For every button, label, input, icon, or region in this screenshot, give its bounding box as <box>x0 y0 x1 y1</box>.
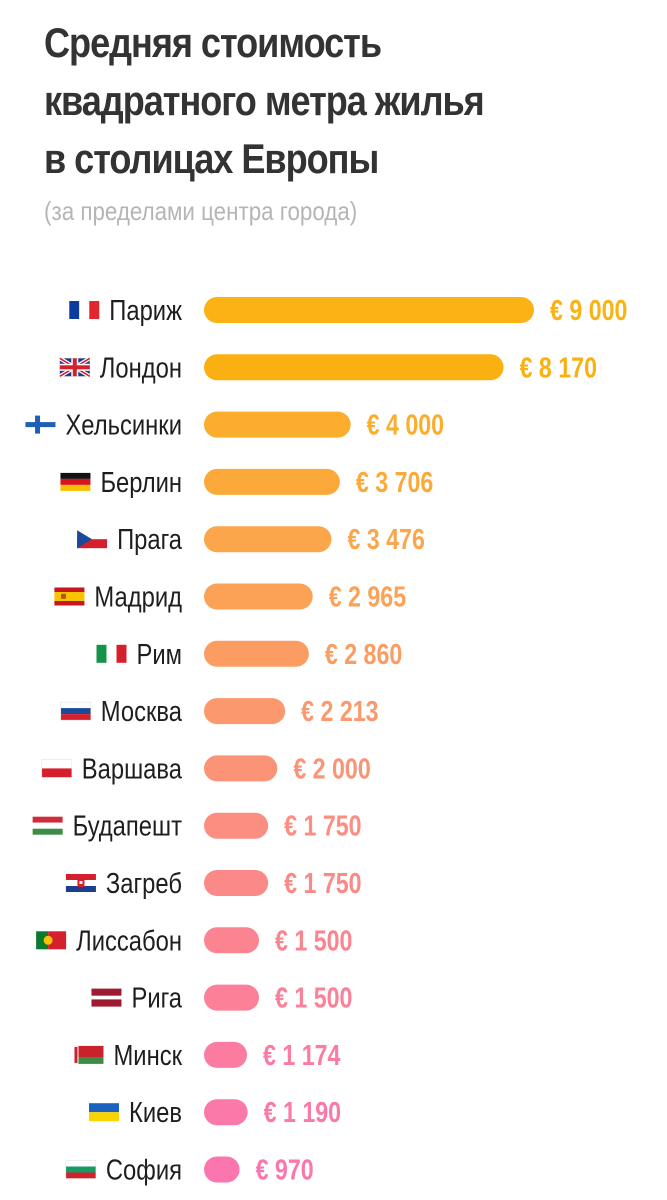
data-label: € 2 965 <box>329 582 406 614</box>
data-label: € 9 000 <box>550 295 627 327</box>
category-label: Минск <box>113 1040 182 1072</box>
bar <box>204 698 286 725</box>
category-label: София <box>106 1155 182 1187</box>
chart-row-3: Берлин € 3 706 <box>60 467 433 499</box>
chart-row-8: Варшава € 2 000 <box>41 753 371 785</box>
chart-row-4: Прага € 3 476 <box>77 524 425 556</box>
bar <box>204 1041 248 1068</box>
category-label: Лиссабон <box>76 925 182 957</box>
chart-title-line-1: Средняя стоимость <box>44 19 382 66</box>
chart-row-15: София € 970 <box>65 1155 314 1187</box>
chart-row-7: Москва € 2 213 <box>60 696 379 728</box>
data-label: € 2 213 <box>301 696 378 728</box>
category-label: Лондон <box>100 352 182 384</box>
finland-flag-icon <box>25 415 56 434</box>
spain-flag-icon <box>54 587 85 606</box>
category-label: Варшава <box>82 753 183 785</box>
bar <box>204 870 269 896</box>
category-label: Москва <box>101 696 183 728</box>
belarus-flag-icon <box>73 1045 104 1064</box>
data-label: € 3 476 <box>347 524 424 556</box>
category-label: Хельсинки <box>65 410 182 442</box>
chart-row-13: Минск € 1 174 <box>73 1040 340 1072</box>
chart-row-12: Рига € 1 500 <box>91 983 352 1015</box>
italy-flag-icon <box>96 644 127 663</box>
portugal-flag-icon <box>36 931 67 950</box>
chart-title-line-2: квадратного метра жилья <box>44 77 485 124</box>
data-label: € 1 750 <box>284 811 361 843</box>
russia-flag-icon <box>60 701 92 721</box>
bar <box>204 297 534 323</box>
ukraine-flag-icon <box>88 1103 119 1122</box>
data-label: € 1 500 <box>275 925 352 957</box>
bar <box>204 927 259 954</box>
chart-row-0: Париж € 9 000 <box>69 295 627 327</box>
chart-row-10: Загреб € 1 750 <box>65 868 362 900</box>
bar <box>204 468 340 495</box>
data-label: € 1 190 <box>264 1097 341 1129</box>
germany-flag-icon <box>60 472 91 491</box>
chart-row-1: Лондон € 8 170 <box>58 352 597 384</box>
bulgaria-flag-icon <box>65 1160 97 1179</box>
bar <box>204 1156 240 1183</box>
data-label: € 2 000 <box>293 753 370 785</box>
uk-flag-icon <box>58 356 91 379</box>
data-label: € 1 750 <box>284 868 361 900</box>
category-label: Берлин <box>100 467 182 499</box>
category-label: Загреб <box>106 868 182 900</box>
data-label: € 3 706 <box>356 467 433 499</box>
chart-title: Средняя стоимость квадратного метра жиль… <box>44 14 560 188</box>
data-label: € 2 860 <box>325 639 402 671</box>
bar <box>204 583 313 610</box>
chart-row-5: Мадрид € 2 965 <box>54 582 406 614</box>
category-label: Прага <box>117 524 183 556</box>
data-label: € 970 <box>256 1155 314 1187</box>
chart-row-6: Рим € 2 860 <box>96 639 402 671</box>
bar <box>204 984 259 1011</box>
chart-row-9: Будапешт € 1 750 <box>32 811 362 843</box>
data-label: € 1 500 <box>275 983 352 1015</box>
data-label: € 8 170 <box>520 352 597 384</box>
chart-row-14: Киев € 1 190 <box>88 1097 341 1129</box>
poland-flag-icon <box>41 759 73 778</box>
category-label: Будапешт <box>73 811 182 843</box>
category-label: Рига <box>131 983 182 1015</box>
bar <box>204 526 332 553</box>
latvia-flag-icon <box>91 988 122 1007</box>
bar <box>204 755 278 782</box>
data-label: € 1 174 <box>263 1040 340 1072</box>
bar <box>204 1099 248 1126</box>
bar <box>204 354 504 381</box>
category-label: Рим <box>137 639 182 671</box>
france-flag-icon <box>69 301 100 319</box>
chart-title-line-3: в столицах Европы <box>44 135 379 182</box>
chart-row-2: Хельсинки € 4 000 <box>25 410 444 442</box>
czech-flag-icon <box>77 530 108 549</box>
bar <box>204 640 309 667</box>
chart-row-11: Лиссабон € 1 500 <box>36 925 352 957</box>
bar <box>204 411 351 438</box>
data-label: € 4 000 <box>367 410 444 442</box>
bar <box>204 812 269 839</box>
category-label: Мадрид <box>94 582 182 614</box>
hungary-flag-icon <box>32 816 63 835</box>
chart-subtitle: (за пределами центра города) <box>44 196 358 226</box>
croatia-flag-icon <box>65 874 96 892</box>
category-label: Киев <box>129 1097 182 1129</box>
category-label: Париж <box>109 295 182 327</box>
